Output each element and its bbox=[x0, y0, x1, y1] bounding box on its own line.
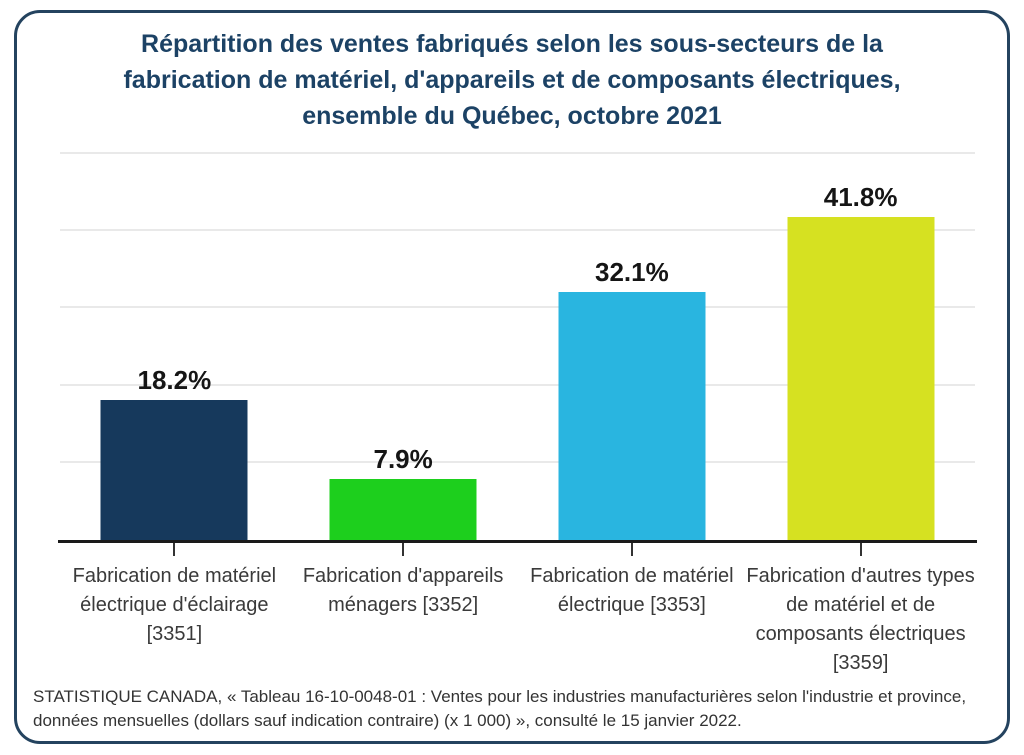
bar-rect bbox=[558, 292, 706, 540]
bar-rect bbox=[787, 217, 935, 540]
bar-value-label: 32.1% bbox=[595, 257, 669, 288]
axis-tick bbox=[402, 543, 405, 556]
gridline bbox=[60, 306, 975, 309]
gridline bbox=[60, 152, 975, 154]
chart-title: Répartition des ventes fabriqués selon l… bbox=[123, 30, 901, 130]
axis-tick bbox=[173, 543, 176, 556]
plot-area: 18.2% 7.9% 32.1% 41.8% bbox=[58, 152, 977, 556]
gridline bbox=[60, 229, 975, 232]
bar-column: 41.8% bbox=[746, 154, 975, 556]
gridline bbox=[60, 460, 975, 463]
axis-tick bbox=[630, 543, 633, 556]
bar-rect bbox=[100, 399, 248, 540]
bar-column: 32.1% bbox=[518, 154, 747, 556]
bar-value-label: 41.8% bbox=[823, 182, 898, 213]
category-label: Fabrication d'appareils ménagers [3352] bbox=[302, 565, 504, 616]
x-axis-line bbox=[58, 540, 977, 543]
bar-value-label: 7.9% bbox=[373, 444, 433, 475]
x-axis-labels-row: Fabrication de matériel électrique d'écl… bbox=[60, 562, 975, 692]
bar-rect bbox=[329, 479, 477, 540]
gridline bbox=[60, 383, 975, 386]
axis-tick bbox=[859, 543, 862, 556]
category-label: Fabrication de matériel électrique d'écl… bbox=[72, 565, 277, 645]
category-label: Fabrication d'autres types de matériel e… bbox=[746, 565, 975, 674]
bar-value-label: 18.2% bbox=[137, 364, 212, 395]
category-label: Fabrication de matériel électrique [3353… bbox=[530, 565, 734, 616]
bar-column: 18.2% bbox=[60, 154, 289, 556]
chart-card: Répartition des ventes fabriqués selon l… bbox=[14, 10, 1010, 744]
bar-column: 7.9% bbox=[289, 154, 518, 556]
source-note: STATISTIQUE CANADA, « Tableau 16-10-0048… bbox=[33, 687, 967, 730]
